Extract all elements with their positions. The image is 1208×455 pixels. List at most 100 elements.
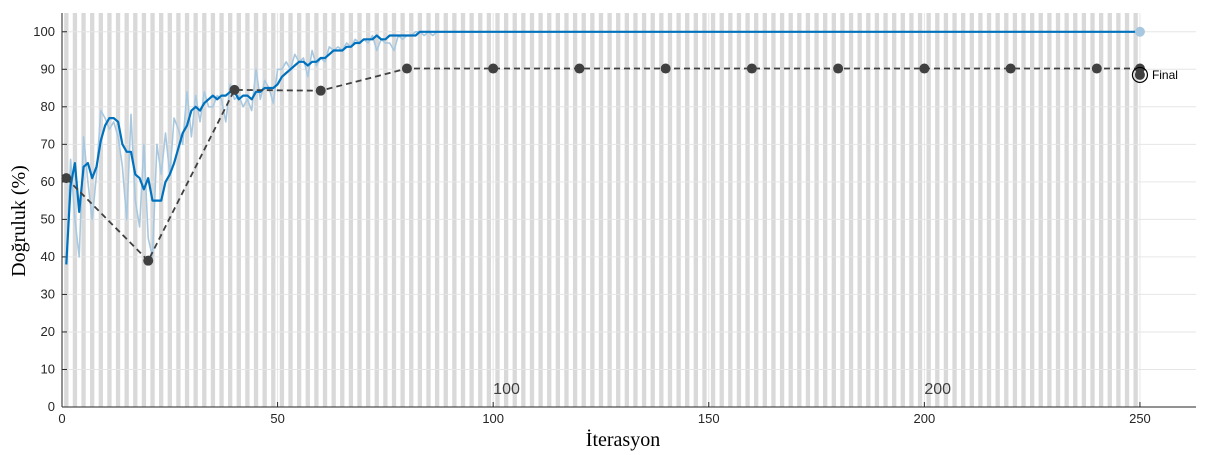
epoch-labels: 100 200 xyxy=(493,381,951,398)
y-tick-label: 90 xyxy=(41,61,55,76)
iteration-band xyxy=(314,13,319,407)
iteration-band xyxy=(400,13,405,407)
x-tick-label: 0 xyxy=(58,411,65,426)
iteration-band xyxy=(133,13,138,407)
iteration-band xyxy=(98,13,103,407)
iteration-band xyxy=(434,13,440,407)
iteration-band xyxy=(555,13,561,407)
iteration-band xyxy=(391,13,397,407)
iteration-band xyxy=(754,13,759,407)
iteration-band xyxy=(572,13,578,407)
iteration-band xyxy=(193,13,198,407)
iteration-band xyxy=(81,13,86,407)
y-tick-label: 10 xyxy=(41,361,55,376)
iteration-band xyxy=(874,13,880,407)
iteration-band xyxy=(296,13,302,407)
iteration-band xyxy=(262,13,267,407)
iteration-band xyxy=(529,13,535,407)
iteration-band xyxy=(365,13,371,407)
iteration-band xyxy=(986,13,992,407)
iteration-band xyxy=(202,13,207,407)
iteration-band xyxy=(917,13,923,407)
iteration-band xyxy=(788,13,793,407)
iteration-band xyxy=(219,13,224,407)
iteration-band xyxy=(1055,13,1061,407)
validation-point xyxy=(315,85,326,96)
iteration-band xyxy=(857,13,862,407)
iteration-band xyxy=(271,13,276,407)
iteration-band xyxy=(831,13,836,407)
y-tick-label: 30 xyxy=(41,286,55,301)
iteration-band xyxy=(512,13,517,407)
iteration-band xyxy=(624,13,629,407)
iteration-band xyxy=(745,13,750,407)
y-axis-label: Doğruluk (%) xyxy=(8,165,30,277)
iteration-band xyxy=(167,13,172,407)
iteration-band xyxy=(771,13,776,407)
x-tick-label: 250 xyxy=(1129,411,1151,426)
iteration-band xyxy=(503,13,509,407)
iteration-band xyxy=(460,13,466,407)
validation-point xyxy=(143,255,154,266)
iteration-band xyxy=(935,13,940,407)
iteration-band xyxy=(141,13,147,407)
validation-point xyxy=(574,63,585,74)
y-tick-label: 50 xyxy=(41,211,55,226)
y-tick-label: 0 xyxy=(48,399,55,414)
iteration-band xyxy=(1038,13,1043,407)
y-tick-label: 80 xyxy=(41,99,55,114)
iteration-band xyxy=(348,13,354,407)
validation-point xyxy=(229,84,240,95)
iteration-band xyxy=(840,13,845,407)
iteration-band xyxy=(581,13,586,407)
iteration-band xyxy=(676,13,681,407)
axes: 0 10 20 30 40 50 60 70 80 90 100 0 50 100 150 200 250 xyxy=(33,13,1196,426)
iteration-band xyxy=(547,13,552,407)
iteration-band xyxy=(236,13,241,407)
series-training-raw xyxy=(65,31,1140,265)
iteration-band xyxy=(978,13,983,407)
iteration-band xyxy=(823,13,828,407)
iteration-band xyxy=(184,13,190,407)
iteration-band xyxy=(650,13,655,407)
iteration-band xyxy=(590,13,595,407)
iteration-band xyxy=(495,13,500,407)
iteration-band xyxy=(779,13,785,407)
iteration-band xyxy=(1090,13,1095,407)
iteration-band xyxy=(728,13,733,407)
iteration-band xyxy=(1047,13,1052,407)
iteration-band xyxy=(1098,13,1104,407)
validation-point xyxy=(746,63,757,74)
y-tick-label: 40 xyxy=(41,249,55,264)
series-layer xyxy=(65,30,1140,265)
iteration-band xyxy=(1116,13,1121,407)
validation-point xyxy=(919,63,930,74)
iteration-band xyxy=(288,13,293,407)
iteration-band xyxy=(331,13,336,407)
iteration-band xyxy=(90,13,95,407)
validation-markers xyxy=(61,63,1145,266)
iteration-band xyxy=(409,13,414,407)
iteration-band xyxy=(159,13,164,407)
x-tick-label: 100 xyxy=(482,411,504,426)
iteration-band xyxy=(374,13,379,407)
final-markers: Final xyxy=(1131,26,1178,84)
iteration-band xyxy=(961,13,966,407)
iteration-band xyxy=(814,13,819,407)
iteration-band xyxy=(1064,13,1069,407)
iteration-band xyxy=(1021,13,1026,407)
iteration-band xyxy=(245,13,250,407)
iteration-band xyxy=(943,13,949,407)
iteration-band xyxy=(736,13,742,407)
iteration-band xyxy=(1133,13,1138,407)
iteration-band xyxy=(279,13,285,407)
final-validation-ring xyxy=(1131,66,1149,84)
iteration-band xyxy=(633,13,638,407)
iteration-band xyxy=(900,13,905,407)
iteration-band xyxy=(702,13,707,407)
iteration-band xyxy=(107,13,112,407)
iteration-band xyxy=(426,13,431,407)
iteration-band xyxy=(1124,13,1130,407)
iteration-band xyxy=(417,13,423,407)
